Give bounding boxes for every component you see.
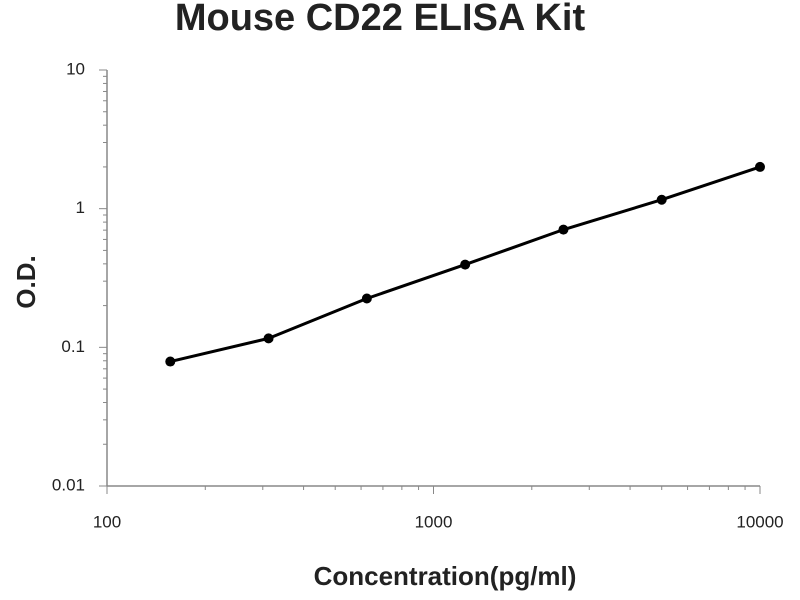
x-tick-label: 100 bbox=[93, 512, 121, 531]
data-point bbox=[656, 194, 667, 205]
y-tick-label: 0.01 bbox=[52, 475, 85, 494]
x-axis-label: Concentration(pg/ml) bbox=[314, 561, 577, 591]
y-tick-label: 10 bbox=[66, 59, 85, 78]
x-tick-label: 10000 bbox=[736, 512, 783, 531]
data-point bbox=[361, 293, 372, 304]
data-point bbox=[460, 259, 471, 270]
y-tick-label: 0.1 bbox=[61, 337, 85, 356]
data-point bbox=[755, 161, 765, 172]
y-tick-label: 1 bbox=[76, 198, 85, 217]
data-point bbox=[558, 224, 569, 235]
x-tick-label: 1000 bbox=[415, 512, 453, 531]
chart-title: Mouse CD22 ELISA Kit bbox=[175, 0, 586, 39]
data-point bbox=[263, 333, 274, 344]
y-axis-label: O.D. bbox=[11, 255, 41, 308]
data-point bbox=[165, 356, 176, 367]
